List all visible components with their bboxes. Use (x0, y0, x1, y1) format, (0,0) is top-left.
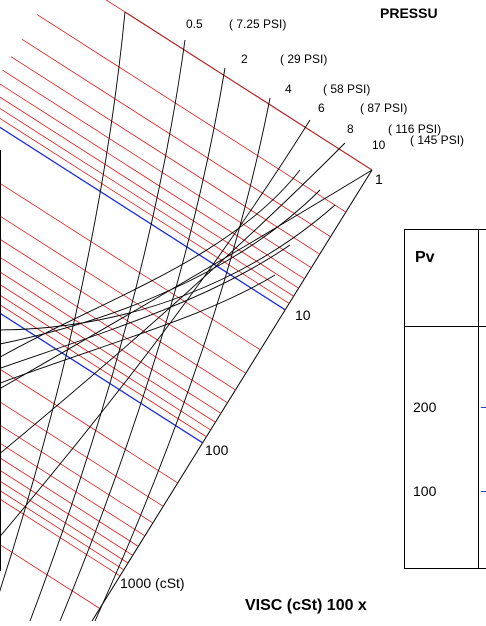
pressure-label-8: 8 (347, 122, 354, 136)
pressure-curve (0, 119, 311, 538)
visc-grid-line (0, 457, 139, 547)
visc-axis-label: VISC (cSt) 100 x (245, 597, 367, 614)
pressure-curve (29, 39, 186, 622)
pressure-psi-6: ( 87 PSI) (360, 101, 408, 115)
pv-table: Pv 200 100 (404, 229, 486, 569)
visc-grid-line (2, 69, 312, 269)
visc-grid-line (21, 38, 331, 238)
pressure-psi-10: ( 145 PSI) (410, 133, 465, 147)
decade-line (0, 312, 203, 444)
pv-header-separator (405, 326, 486, 327)
visc-grid-line (0, 256, 228, 404)
pressure-curve (0, 274, 276, 384)
visc-grid-line (0, 83, 305, 280)
visc-label-1000: 1000 (cSt) (120, 575, 185, 591)
pressure-curve (0, 204, 336, 331)
pressure-curve (0, 189, 321, 345)
pv-row-200: 200 (413, 399, 437, 415)
visc-grid-line (0, 498, 121, 577)
visc-grid-line (0, 368, 178, 484)
pressure-psi-8: ( 116 PSI) (388, 122, 442, 136)
pressure-psi-2: ( 29 PSI) (280, 52, 328, 66)
pressure-label-2: 2 (241, 52, 248, 66)
visc-grid-line (0, 480, 129, 564)
pressure-curve (0, 169, 301, 358)
visc-grid-line (0, 294, 211, 431)
frame-right-edge (91, 169, 373, 622)
visc-grid-line (36, 14, 347, 213)
visc-grid-line (0, 215, 247, 374)
pv-tick-100 (481, 491, 486, 492)
pressure-psi-0.5: ( 7.25 PSI) (229, 17, 287, 31)
visc-grid-line (0, 424, 154, 524)
visc-grid-line (0, 283, 216, 423)
visc-grid-line (0, 271, 222, 414)
pressure-label-0.5: 0.5 (186, 17, 203, 31)
pressure-label-10: 10 (372, 138, 386, 152)
visc-grid-line (0, 401, 164, 507)
visc-grid-line (0, 117, 290, 304)
visc-grid-line (0, 107, 294, 297)
visc-grid-line (0, 442, 146, 537)
visc-grid-line (0, 544, 100, 609)
visc-grid-line (0, 490, 124, 571)
pressure-label-4: 4 (285, 82, 292, 96)
visc-grid-line (0, 469, 134, 556)
pv-tick-200 (481, 407, 486, 408)
pressure-curve (0, 11, 126, 592)
visc-grid-line (0, 304, 207, 438)
chart-title: PRESSU (380, 5, 438, 21)
pv-divider (478, 230, 479, 568)
pressure-curve (59, 67, 226, 622)
visc-label-100: 100 (205, 442, 229, 458)
pv-row-100: 100 (413, 483, 437, 499)
visc-label-10: 10 (295, 307, 311, 323)
pressure-curve (0, 244, 291, 369)
pressure-curve (94, 97, 271, 622)
pressure-curve (0, 169, 373, 390)
left-frame-edge (0, 150, 1, 571)
pressure-psi-4: ( 58 PSI) (323, 82, 371, 96)
visc-grid-line (0, 182, 261, 351)
decade-line (0, 126, 286, 311)
visc-grid-line (105, 0, 373, 171)
visc-grid-line (0, 96, 299, 289)
pv-header: Pv (415, 249, 435, 266)
pressure-label-6: 6 (318, 101, 325, 115)
visc-label-1: 1 (375, 171, 383, 187)
